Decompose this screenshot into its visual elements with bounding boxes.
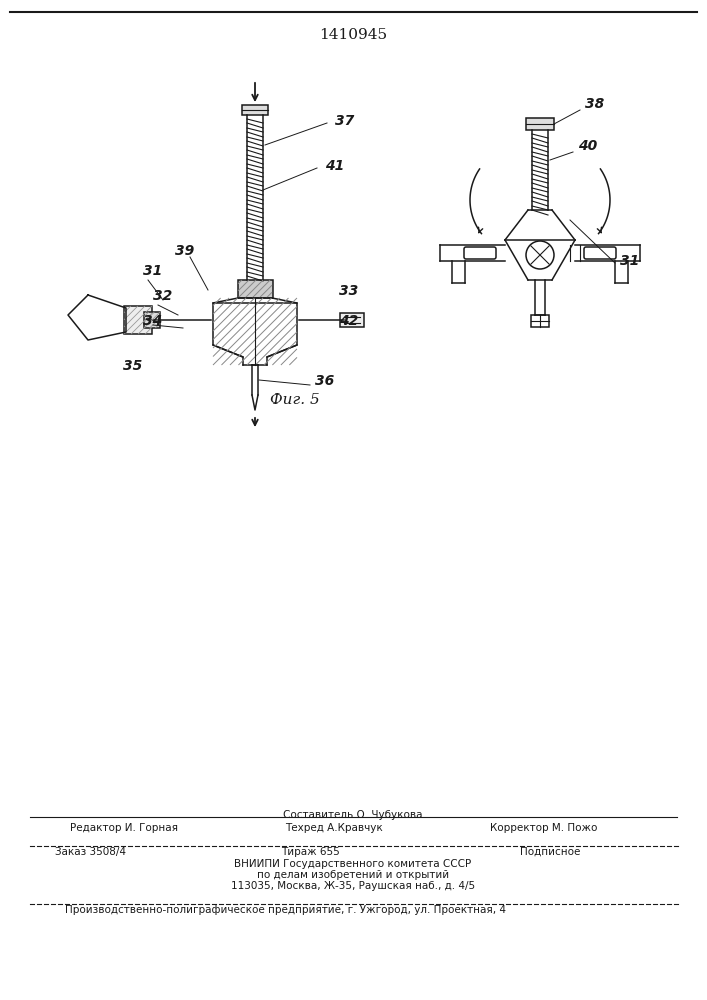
Text: 41: 41 <box>325 159 344 173</box>
Text: Производственно-полиграфическое предприятие, г. Ужгород, ул. Проектная, 4: Производственно-полиграфическое предприя… <box>65 905 506 915</box>
Text: 34: 34 <box>143 314 162 328</box>
Text: Подписное: Подписное <box>520 847 580 857</box>
Text: 31: 31 <box>620 254 639 268</box>
Text: 31: 31 <box>143 264 162 278</box>
Bar <box>531 315 549 327</box>
Text: Заказ 3508/4: Заказ 3508/4 <box>55 847 126 857</box>
Bar <box>124 306 152 334</box>
Text: 42: 42 <box>339 314 358 328</box>
Bar <box>526 118 554 130</box>
Text: Корректор М. Пожо: Корректор М. Пожо <box>490 823 597 833</box>
Text: 40: 40 <box>578 139 597 153</box>
Text: 33: 33 <box>339 284 358 298</box>
Text: по делам изобретений и открытий: по делам изобретений и открытий <box>257 870 449 880</box>
Text: 39: 39 <box>175 244 194 258</box>
Text: 38: 38 <box>585 97 604 111</box>
Bar <box>340 313 364 327</box>
Bar <box>242 105 268 115</box>
Text: 1410945: 1410945 <box>319 28 387 42</box>
Text: 35: 35 <box>123 359 142 373</box>
Text: Редактор И. Горная: Редактор И. Горная <box>70 823 178 833</box>
Bar <box>238 280 273 298</box>
Text: Фиг. 5: Фиг. 5 <box>270 393 320 407</box>
Bar <box>144 312 160 328</box>
Text: 32: 32 <box>153 289 173 303</box>
Text: Тираж 655: Тираж 655 <box>281 847 339 857</box>
Text: 113035, Москва, Ж-35, Раушская наб., д. 4/5: 113035, Москва, Ж-35, Раушская наб., д. … <box>231 881 475 891</box>
Text: Техред А.Кравчук: Техред А.Кравчук <box>285 823 382 833</box>
Text: 36: 36 <box>315 374 334 388</box>
Text: 37: 37 <box>335 114 354 128</box>
Text: ВНИИПИ Государственного комитета СССР: ВНИИПИ Государственного комитета СССР <box>235 859 472 869</box>
Text: Составитель О. Чубукова: Составитель О. Чубукова <box>284 810 423 820</box>
